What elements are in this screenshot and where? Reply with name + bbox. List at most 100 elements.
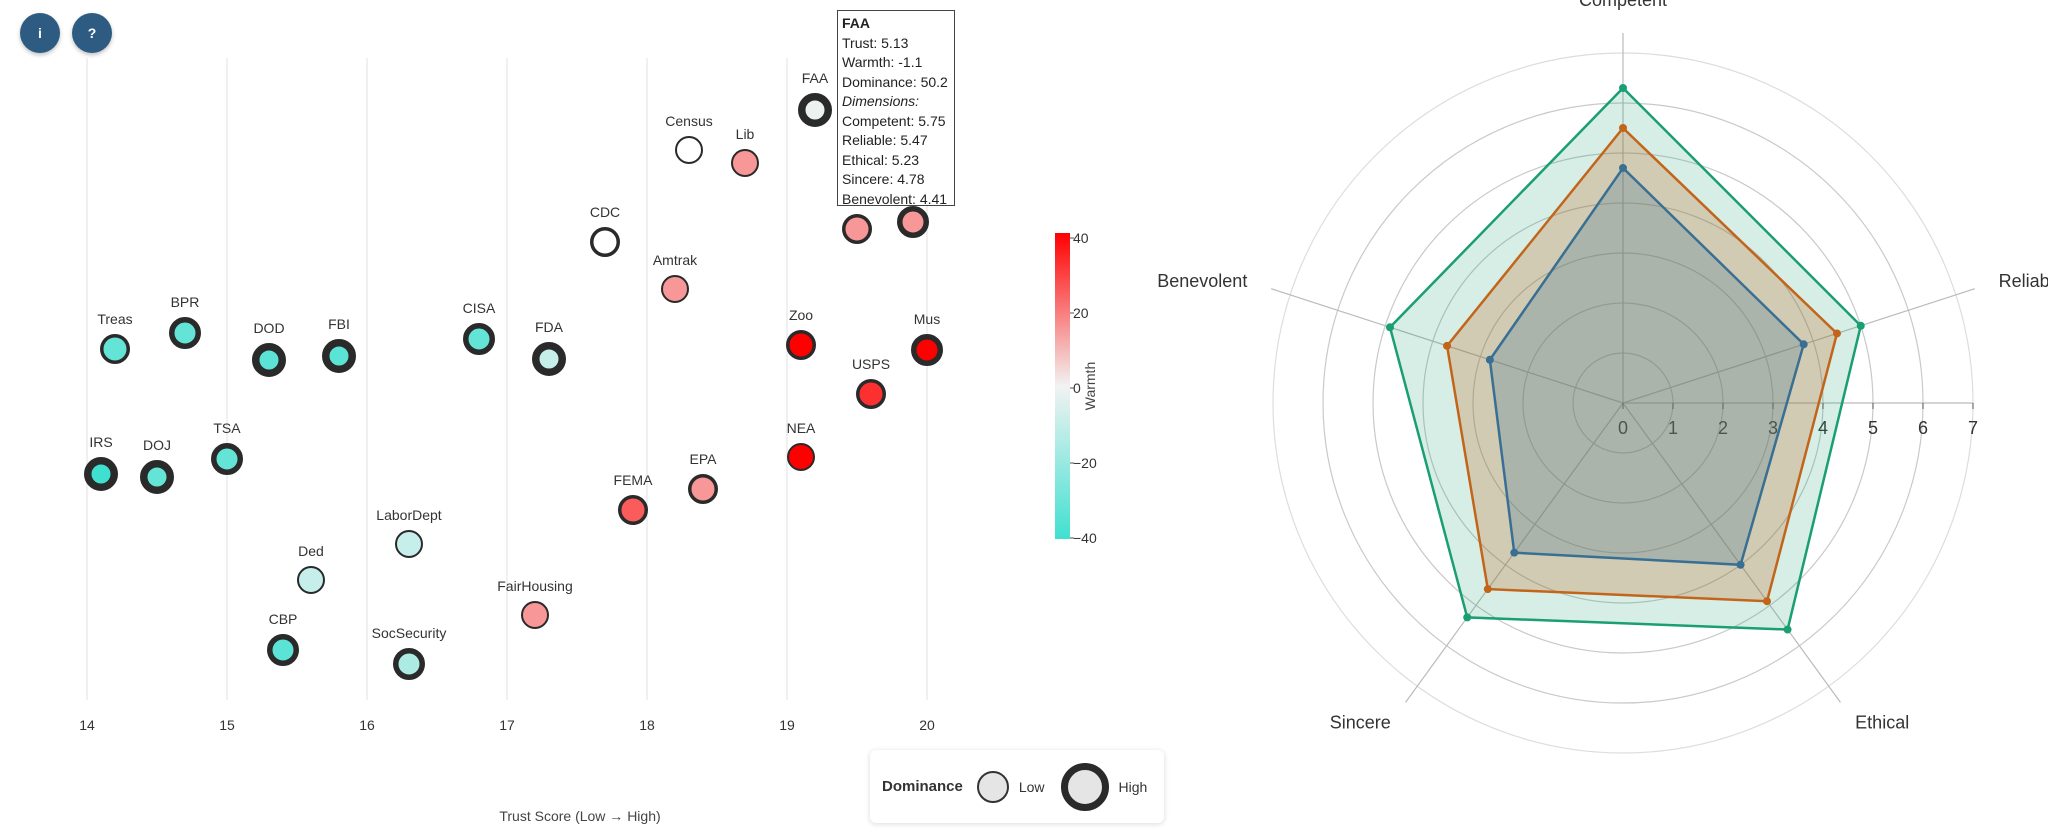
point-label: SocSecurity [372,625,447,641]
radar-point [1485,355,1494,364]
point-label: IRS [89,434,112,450]
legend-low-label: Low [1018,778,1045,795]
point-mus[interactable] [911,334,943,366]
tooltip-line: Reliable: 5.47 [842,132,928,148]
radar-axis-label: Benevolent [1157,271,1247,291]
point-cdc[interactable] [590,227,620,257]
tooltip-line: Warmth: -1.1 [842,54,923,70]
point-census[interactable] [675,136,703,164]
point-label: FairHousing [497,578,572,594]
help-button[interactable]: ? [72,13,112,53]
colorbar-gradient [1055,233,1070,539]
tooltip-dimensions-label: Dimensions: [842,93,920,109]
x-axis-title: Trust Score (Low → High) [499,808,660,824]
info-button[interactable]: i [20,13,60,53]
point-label: EPA [690,451,718,467]
point-usps[interactable] [856,379,886,409]
point-label: CISA [463,300,496,316]
point-doj[interactable] [140,460,174,494]
radial-tick-label: 2 [1718,418,1728,438]
point-fairhousing[interactable] [521,601,549,629]
point-label: DOD [253,320,284,336]
colorbar-tick-label: −40 [1073,530,1097,546]
tooltip-line: Competent: 5.75 [842,112,946,129]
dominance-legend: Dominance Low High [870,750,1164,823]
point-labordept[interactable] [395,530,423,558]
point-label: NEA [787,420,816,436]
point-cbp[interactable] [267,634,299,666]
radial-tick-label: 0 [1618,418,1628,438]
tooltip-line: Trust: 5.13 [842,34,909,51]
radar-point [1385,323,1394,332]
radar-axis-label: Ethical [1855,713,1909,733]
radial-tick-label: 1 [1668,418,1678,438]
tooltip-line: Sincere: 4.78 [842,171,925,187]
scatter-points[interactable]: Treas BPR DOD FBI CISA FDA CDC Census Lib FAA Amtr… [84,70,943,680]
tooltip-line: Ethical: 5.23 [842,151,920,168]
radar-point [1483,585,1492,594]
radial-tick-label: 4 [1818,418,1828,438]
radar-point [1856,321,1865,330]
hover-tooltip: FAA Trust: 5.13 Warmth: -1.1 Dominance: … [837,10,955,207]
radar-point [1443,341,1452,350]
point-label: Mus [914,311,940,327]
point-unlabeled[interactable] [897,206,929,238]
point-lib[interactable] [731,149,759,177]
radar-point [1619,164,1627,172]
point-irs[interactable] [84,457,118,491]
point-epa[interactable] [688,474,718,504]
tooltip-title: FAA [842,15,870,31]
point-faa[interactable] [798,93,832,127]
radial-tick-label: 5 [1868,418,1878,438]
point-label: Census [665,113,712,129]
point-label: Ded [298,543,324,559]
point-label: TSA [213,420,241,436]
point-label: CBP [269,611,298,627]
radar-axis-label: Reliable [1999,271,2048,291]
point-label: Treas [97,311,132,327]
radial-tick-label: 6 [1918,418,1928,438]
x-tick-label: 19 [779,717,795,733]
point-fda[interactable] [532,342,566,376]
point-dod[interactable] [252,343,286,377]
radar-point [1510,548,1519,557]
colorbar-tick-label: 20 [1073,305,1089,321]
point-cisa[interactable] [463,323,495,355]
radar-series-inner [1488,166,1806,567]
point-socsecurity[interactable] [393,648,425,680]
radar-point [1736,560,1745,569]
x-tick-label: 20 [919,717,935,733]
legend-high-label: High [1118,778,1148,795]
radar-point [1619,124,1627,132]
radar-point [1463,613,1472,622]
point-label: BPR [171,294,200,310]
point-nea[interactable] [787,443,815,471]
x-tick-label: 18 [639,717,655,733]
x-tick-label: 15 [219,717,235,733]
tooltip-line: Dominance: 50.2 [842,73,948,90]
point-label: FBI [328,316,350,332]
point-fema[interactable] [618,495,648,525]
radar-series-middle [1445,126,1839,603]
point-bpr[interactable] [169,317,201,349]
point-zoo[interactable] [786,330,816,360]
point-label: FDA [535,319,564,335]
radar-spoke [1622,402,1841,703]
point-label: Lib [736,126,755,142]
point-label: FEMA [614,472,654,488]
colorbar-title: Warmth [1082,362,1098,410]
x-tick-label: 17 [499,717,515,733]
radar-axis-label: Sincere [1330,713,1391,733]
radar-point [1763,597,1772,606]
point-tsa[interactable] [211,443,243,475]
point-unlabeled[interactable] [842,214,872,244]
scatter-x-ticks: 14 15 16 17 18 19 20 [79,717,935,733]
point-label: DOJ [143,437,171,453]
scatter-gridlines [86,58,928,700]
point-fbi[interactable] [322,339,356,373]
point-treas[interactable] [100,334,130,364]
point-amtrak[interactable] [661,275,689,303]
point-ded[interactable] [297,566,325,594]
point-label: Amtrak [653,252,698,268]
